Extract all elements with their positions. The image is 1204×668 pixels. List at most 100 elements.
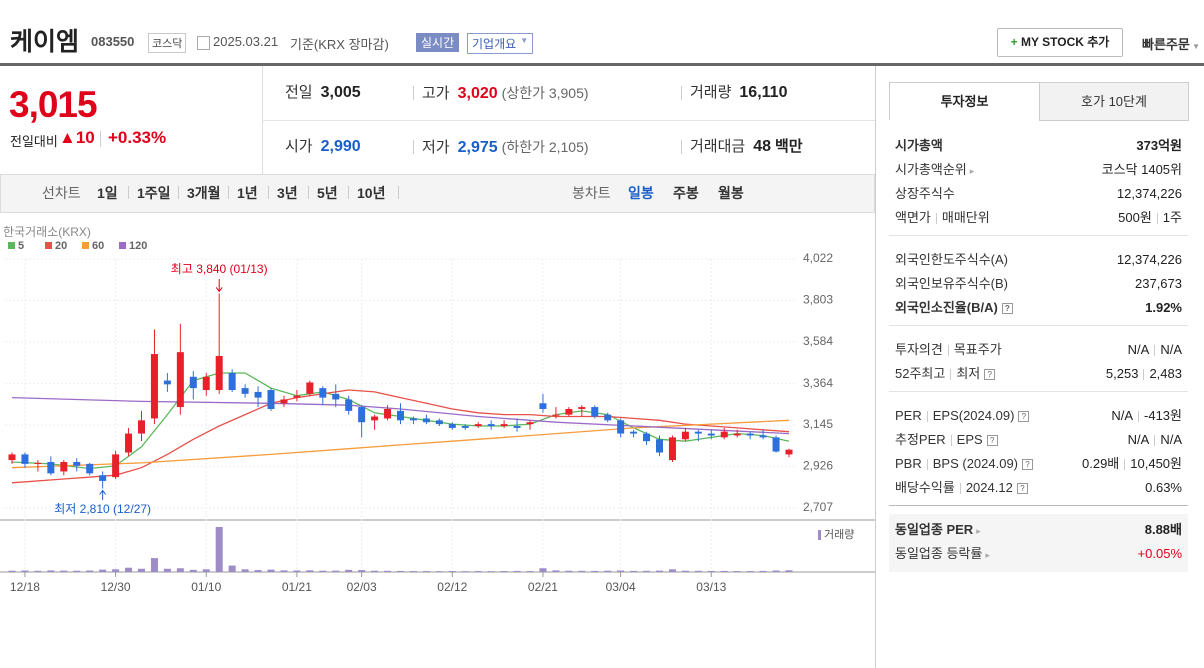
label-part: 최저 — [956, 366, 981, 381]
volume-bar — [8, 570, 16, 572]
candle-body — [694, 431, 702, 434]
link-icon[interactable]: ▸ — [985, 550, 990, 560]
info-label: 외국인한도주식수(A) — [895, 248, 1008, 272]
value-part: 10,450원 — [1130, 456, 1182, 471]
volume-bar — [319, 570, 327, 572]
info-value: 0.63% — [1145, 476, 1182, 500]
value-part: 0.63% — [1145, 480, 1182, 495]
help-icon[interactable]: ? — [984, 369, 996, 381]
candle-body — [785, 449, 793, 455]
x-tick-label: 01/21 — [282, 580, 312, 594]
info-value: N/A -413원 — [1111, 404, 1182, 428]
legend-swatch — [8, 242, 15, 249]
info-value: 1.92% — [1145, 296, 1182, 320]
period-tab[interactable]: 10년 — [357, 185, 386, 201]
link-icon[interactable]: ▸ — [976, 526, 981, 536]
volume-bar — [86, 570, 94, 572]
volume-bar — [759, 570, 767, 572]
summary-note: 백만 — [775, 138, 803, 155]
period-tab[interactable]: 3년 — [277, 185, 298, 201]
candle-period-tab[interactable]: 월봉 — [718, 185, 744, 201]
label-part: 투자의견 — [895, 342, 943, 357]
separator — [947, 345, 949, 357]
info-label: 추정PER EPS? — [895, 428, 998, 452]
period-tab[interactable]: 1일 — [97, 185, 118, 201]
info-row: 상장주식수 12,374,226 — [895, 182, 1182, 206]
volume-bar — [202, 569, 210, 572]
divider — [413, 140, 414, 154]
label-part: 매매단위 — [941, 210, 990, 225]
volume-bar — [746, 571, 754, 572]
divider — [262, 120, 875, 121]
volume-bar — [47, 570, 55, 572]
info-label: 투자의견 목표주가 — [895, 338, 1002, 362]
period-tab[interactable]: 1주일 — [137, 185, 171, 201]
info-value: 코스닥 1405위 — [1102, 158, 1182, 182]
candle-body — [526, 422, 534, 425]
help-icon[interactable]: ? — [1016, 483, 1028, 495]
info-value: 5,253 2,483 — [1106, 362, 1182, 386]
separator — [926, 411, 928, 423]
volume-bar — [150, 558, 158, 572]
period-tab[interactable]: 5년 — [317, 185, 338, 201]
candle-period-tab[interactable]: 주봉 — [673, 185, 699, 201]
period-tab[interactable]: 3개월 — [187, 185, 221, 201]
value-part: N/A — [1160, 342, 1182, 357]
company-info-button[interactable]: 기업개요 ▼ — [467, 33, 534, 54]
candle-body — [630, 431, 638, 434]
candle-body — [99, 475, 107, 481]
stock-name: 케이엠 — [10, 28, 80, 56]
candle-body — [189, 376, 197, 389]
side-tab[interactable]: 호가 10단계 — [1039, 82, 1189, 121]
change-value: 10 — [75, 128, 95, 147]
help-icon[interactable]: ? — [1022, 459, 1034, 471]
date: 2025.03.21 — [213, 34, 279, 49]
volume-bar — [656, 570, 663, 572]
candle-body — [34, 462, 42, 464]
help-icon[interactable]: ? — [1018, 411, 1030, 423]
my-stock-button[interactable]: + MY STOCK 추가 — [997, 28, 1123, 57]
separator — [959, 483, 961, 495]
candle-period-tab[interactable]: 일봉 — [628, 185, 654, 201]
info-label: 상장주식수 — [895, 182, 955, 206]
candle-body — [319, 388, 327, 398]
min-annotation: 최저 2,810 (12/27) — [54, 502, 151, 516]
candle-body — [500, 424, 508, 427]
label-part: 시가총액 — [895, 138, 943, 153]
value-part: 500원 — [1118, 210, 1152, 225]
realtime-badge[interactable]: 실시간 — [416, 33, 460, 52]
period-tab[interactable]: 1년 — [237, 185, 258, 201]
summary-label: 시가 — [285, 138, 313, 155]
y-tick-label: 2,707 — [803, 500, 833, 514]
x-tick-label: 02/03 — [347, 580, 377, 594]
info-label: 외국인소진율(B/A)? — [895, 296, 1013, 320]
help-icon[interactable]: ? — [986, 435, 998, 447]
candle-body — [176, 352, 184, 408]
y-tick-label: 4,022 — [803, 251, 833, 265]
value-part: 12,374,226 — [1116, 186, 1182, 201]
value-part: 5,253 — [1105, 366, 1139, 381]
candle-body — [746, 433, 754, 436]
side-tab[interactable]: 투자정보 — [889, 82, 1040, 121]
volume-bar — [552, 570, 560, 572]
help-icon[interactable]: ? — [1001, 303, 1013, 315]
quick-order[interactable]: 빠른주문 ▼ — [1142, 34, 1200, 53]
volume-bar — [785, 570, 793, 572]
info-value: +0.05% — [1138, 542, 1182, 566]
volume-bar — [254, 570, 262, 572]
candle-body — [604, 414, 612, 421]
tab-sep — [268, 186, 269, 199]
candle-body — [73, 461, 81, 466]
y-tick-label: 3,584 — [803, 334, 833, 348]
volume-bar — [397, 570, 404, 572]
candle-body — [228, 372, 236, 391]
volume-bar — [384, 570, 392, 572]
link-icon[interactable]: ▸ — [969, 166, 975, 176]
volume-bar — [215, 527, 223, 572]
info-value: 0.29배 10,450원 — [1082, 452, 1182, 476]
candle-body — [371, 416, 379, 421]
summary-note: (상한가 3,905) — [501, 85, 589, 101]
panel-divider — [875, 66, 876, 668]
value-part: 코스닥 1405위 — [1101, 162, 1182, 177]
volume-bar — [565, 570, 573, 572]
